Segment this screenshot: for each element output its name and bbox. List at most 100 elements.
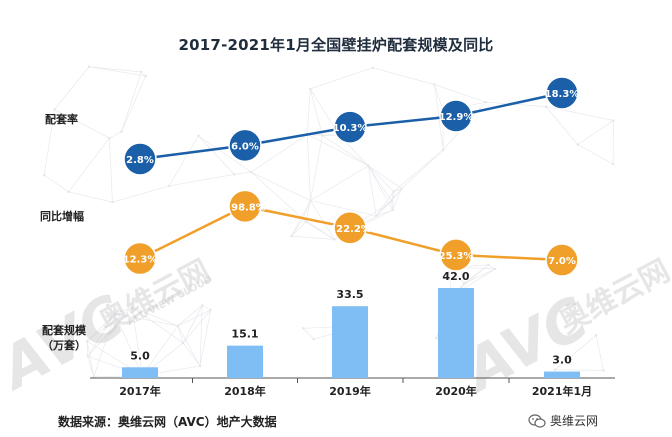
- network-node: [197, 134, 200, 137]
- network-node: [43, 173, 46, 177]
- rate-value-label: 18.3%: [545, 89, 580, 100]
- network-line: [199, 309, 212, 367]
- network-line: [250, 171, 311, 201]
- network-line: [131, 307, 184, 344]
- rate-marker: [333, 110, 367, 144]
- wechat-account-name: 奥维云网: [550, 414, 599, 428]
- network-line: [68, 191, 113, 203]
- network-node: [544, 105, 548, 108]
- scale-row-label-line2: （万套）: [42, 339, 86, 352]
- network-line: [291, 235, 335, 240]
- network-line: [121, 75, 147, 132]
- network-line: [182, 309, 211, 344]
- network-line: [392, 191, 395, 211]
- network-line: [93, 313, 116, 378]
- x-tick-label: 2019年: [329, 384, 371, 398]
- bar: [122, 367, 158, 378]
- growth-value-label: 7.0%: [548, 256, 576, 267]
- network-node: [321, 134, 324, 137]
- network-line: [86, 313, 116, 342]
- network-line: [198, 135, 235, 175]
- network-line: [393, 188, 402, 192]
- network-line: [307, 134, 311, 201]
- network-line: [177, 309, 211, 327]
- network-line: [89, 66, 146, 77]
- network-line: [234, 171, 252, 175]
- network-line: [488, 264, 496, 270]
- chart-title: 2017-2021年1月全国壁挂炉配套规模及同比: [178, 36, 494, 54]
- network-line: [89, 66, 142, 73]
- data-source-note: 数据来源：奥维云网（AVC）地产大数据: [58, 415, 277, 429]
- network-node: [602, 369, 605, 372]
- network-node: [198, 364, 202, 368]
- bar-value-label: 42.0: [442, 270, 469, 283]
- network-node: [304, 220, 308, 224]
- network-line: [169, 174, 235, 187]
- network-line: [310, 200, 377, 217]
- bar: [438, 288, 474, 378]
- x-tick-label: 2020年: [435, 384, 477, 398]
- network-node: [181, 341, 185, 345]
- network-node: [108, 136, 111, 140]
- network-line: [291, 221, 307, 237]
- network-node: [494, 267, 497, 271]
- network-node: [484, 100, 488, 104]
- network-line: [372, 67, 435, 85]
- rate-marker: [123, 142, 157, 176]
- network-line: [375, 191, 394, 217]
- x-tick-label: 2018年: [224, 384, 266, 398]
- network-line: [391, 201, 393, 211]
- wechat-account-tag: 奥维云网: [528, 412, 598, 429]
- scale-row-label: 配套规模 （万套）: [42, 323, 86, 353]
- network-line: [177, 305, 203, 327]
- network-line: [86, 307, 133, 342]
- network-line: [368, 165, 402, 189]
- network-node: [434, 337, 438, 340]
- wechat-icon: [528, 413, 546, 428]
- network-line: [43, 109, 55, 176]
- network-node: [309, 199, 312, 202]
- rate-value-label: 2.8%: [126, 155, 154, 166]
- network-line: [177, 325, 184, 344]
- network-node: [176, 324, 180, 327]
- network-line: [182, 342, 201, 367]
- network-line: [545, 106, 579, 145]
- network-line: [554, 335, 597, 371]
- network-node: [463, 282, 466, 285]
- network-node: [392, 190, 395, 193]
- network-node: [611, 162, 615, 166]
- bar-value-label: 5.0: [130, 349, 150, 362]
- network-node: [367, 164, 370, 167]
- network-line: [87, 313, 116, 357]
- network-line: [367, 165, 393, 211]
- network-node: [87, 65, 91, 68]
- network-node: [167, 184, 171, 188]
- network-node: [333, 238, 336, 241]
- growth-value-label: 25.3%: [439, 251, 474, 262]
- network-line: [464, 264, 489, 284]
- network-line: [121, 71, 142, 132]
- network-line: [202, 305, 211, 311]
- network-line: [322, 135, 369, 167]
- bar: [227, 345, 263, 378]
- network-node: [302, 327, 305, 330]
- network-node: [86, 355, 89, 358]
- network-node: [309, 87, 312, 91]
- network-node: [594, 334, 598, 337]
- x-tick-label: 2017年: [119, 384, 161, 398]
- rate-marker: [439, 99, 473, 133]
- network-node: [612, 119, 615, 122]
- growth-value-label: 198.8%: [224, 202, 266, 213]
- network-line: [310, 135, 323, 201]
- network-line: [168, 135, 199, 187]
- network-node: [391, 208, 394, 212]
- growth-value-label: 12.3%: [123, 255, 158, 266]
- network-node: [371, 66, 374, 69]
- network-line: [108, 138, 113, 203]
- rate-value-label: 12.9%: [439, 112, 474, 123]
- network-line: [182, 305, 203, 344]
- growth-marker: [439, 238, 473, 272]
- rate-marker: [545, 76, 579, 110]
- network-node: [441, 148, 445, 152]
